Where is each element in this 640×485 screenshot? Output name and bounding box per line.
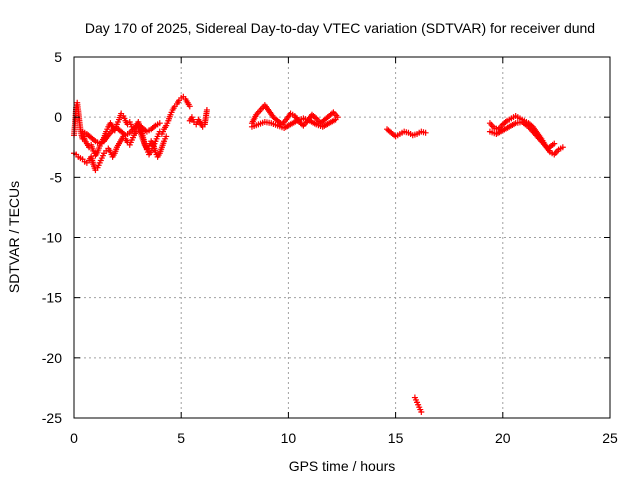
series-track-a (71, 93, 193, 159)
x-tick-label: 0 (70, 430, 78, 446)
series-track-i (486, 112, 566, 158)
chart-title: Day 170 of 2025, Sidereal Day-to-day VTE… (85, 20, 595, 36)
series-track-c (79, 120, 163, 147)
x-axis-label: GPS time / hours (289, 458, 396, 474)
grid-layer (74, 57, 610, 418)
series-track-g (384, 126, 429, 140)
ticks-layer: 0 5 10 15 20 25 5 0 -5 -10 -15 -20 -25 (42, 49, 618, 446)
x-tick-label: 15 (388, 430, 404, 446)
data-point (422, 129, 429, 136)
y-tick-label: -25 (42, 410, 62, 426)
y-axis-label: SDTVAR / TECUs (6, 181, 22, 293)
data-point (551, 140, 558, 147)
data-point (559, 144, 566, 151)
x-tick-label: 10 (281, 430, 297, 446)
x-tick-label: 25 (602, 430, 618, 446)
x-tick-label: 20 (495, 430, 511, 446)
data-points-layer (71, 93, 566, 415)
data-point (332, 116, 339, 123)
data-point (418, 408, 425, 415)
y-tick-label: -20 (42, 350, 62, 366)
series-track-j (486, 118, 558, 152)
data-point (203, 106, 210, 113)
y-tick-label: 5 (54, 49, 62, 65)
series-track-f (248, 115, 339, 131)
x-tick-label: 5 (177, 430, 185, 446)
series-track-d (186, 106, 210, 130)
series-track-h (411, 394, 425, 415)
y-tick-label: 0 (54, 109, 62, 125)
y-tick-label: -10 (42, 230, 62, 246)
data-point (163, 133, 170, 140)
data-point (156, 120, 163, 127)
series-track-e (248, 102, 341, 129)
data-point (186, 103, 193, 110)
y-tick-label: -5 (50, 169, 63, 185)
y-tick-label: -15 (42, 290, 62, 306)
